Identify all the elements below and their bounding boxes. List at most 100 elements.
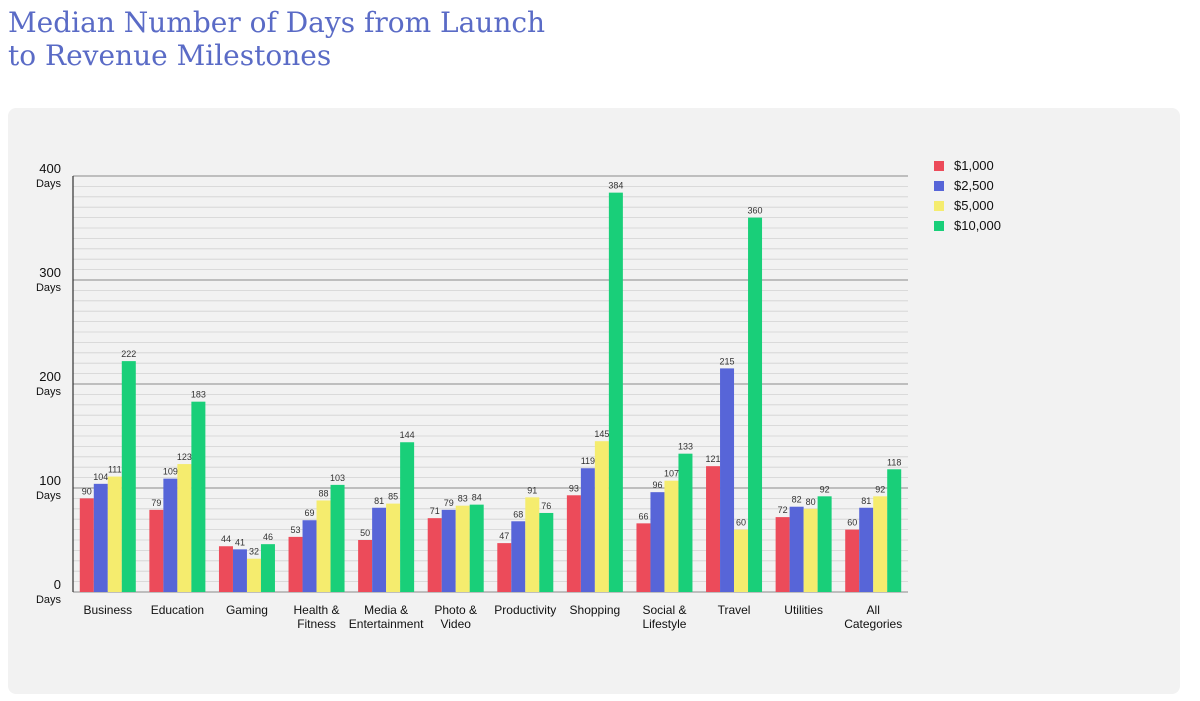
- bar: [427, 518, 442, 592]
- legend-label: $5,000: [954, 198, 994, 213]
- y-tick-unit: Days: [36, 282, 62, 294]
- y-tick-unit: Days: [36, 490, 62, 502]
- x-tick-label: Media &: [364, 603, 408, 617]
- bar: [803, 508, 818, 592]
- data-label: 111: [108, 465, 122, 475]
- legend-swatch: [934, 161, 944, 171]
- bar: [525, 497, 540, 592]
- y-tick-unit: Days: [36, 594, 62, 606]
- x-tick-label: All: [867, 603, 880, 617]
- bar: [539, 512, 554, 592]
- data-label: 121: [706, 454, 721, 464]
- bar: [594, 441, 609, 592]
- legend-label: $2,500: [954, 178, 994, 193]
- data-label: 84: [472, 493, 482, 503]
- bar: [636, 523, 651, 592]
- data-label: 119: [581, 456, 595, 466]
- data-label: 123: [177, 452, 192, 462]
- data-label: 107: [664, 469, 679, 479]
- bar: [260, 544, 275, 592]
- bar: [678, 453, 693, 592]
- x-tick-label: Travel: [718, 603, 751, 617]
- data-label: 69: [305, 508, 315, 518]
- data-label: 90: [82, 486, 92, 496]
- legend-swatch: [934, 221, 944, 231]
- legend-swatch: [934, 201, 944, 211]
- x-tick-label: Utilities: [784, 603, 823, 617]
- bar: [163, 478, 178, 592]
- bar: [400, 442, 415, 592]
- bar: [608, 192, 623, 592]
- bar: [372, 507, 387, 592]
- data-label: 79: [151, 498, 161, 508]
- data-label: 85: [388, 492, 398, 502]
- bar: [734, 529, 749, 592]
- data-label: 81: [374, 496, 384, 506]
- data-label: 222: [121, 349, 136, 359]
- bar: [650, 492, 665, 592]
- bar: [566, 495, 581, 592]
- x-tick-label: Social &: [642, 603, 686, 617]
- x-tick-label: Health &: [294, 603, 340, 617]
- bar: [191, 401, 206, 592]
- legend-label: $10,000: [954, 218, 1001, 233]
- chart-title-line-2: to Revenue Milestones: [8, 39, 332, 72]
- bar: [580, 468, 595, 592]
- data-label: 53: [291, 525, 301, 535]
- x-tick-label: Video: [440, 617, 471, 631]
- data-label: 93: [569, 483, 579, 493]
- data-label: 183: [191, 390, 206, 400]
- data-label: 44: [221, 534, 231, 544]
- y-tick-unit: Days: [36, 178, 62, 190]
- x-tick-label: Fitness: [297, 617, 336, 631]
- x-tick-label: Productivity: [494, 603, 556, 617]
- y-tick-label: 0: [54, 577, 61, 592]
- bar: [316, 500, 331, 592]
- data-label: 88: [319, 488, 329, 498]
- data-label: 71: [430, 506, 440, 516]
- data-label: 118: [887, 457, 901, 467]
- bar: [789, 506, 804, 592]
- data-label: 76: [541, 501, 551, 511]
- bar: [93, 483, 108, 592]
- y-tick-label: 400: [39, 161, 61, 176]
- bar: [288, 536, 303, 592]
- legend-swatch: [934, 181, 944, 191]
- y-tick-unit: Days: [36, 386, 62, 398]
- bar: [511, 521, 526, 592]
- bar: [455, 505, 470, 592]
- bar: [79, 498, 94, 592]
- data-label: 81: [861, 496, 871, 506]
- data-label: 96: [652, 480, 662, 490]
- bar: [859, 507, 874, 592]
- bar: [121, 361, 136, 592]
- data-label: 82: [792, 495, 802, 505]
- data-label: 60: [847, 518, 857, 528]
- x-tick-label: Photo &: [434, 603, 477, 617]
- data-label: 68: [513, 509, 523, 519]
- bar: [845, 529, 860, 592]
- bar: [358, 540, 373, 592]
- data-label: 60: [736, 518, 746, 528]
- bar: [873, 496, 888, 592]
- bar: [720, 368, 735, 592]
- y-tick-label: 300: [39, 265, 61, 280]
- chart-title: Median Number of Days from Launch to Rev…: [8, 6, 545, 72]
- bar: [107, 476, 122, 592]
- bar: [246, 558, 261, 592]
- x-tick-label: Education: [151, 603, 204, 617]
- data-label: 103: [330, 473, 345, 483]
- bar: [218, 546, 233, 592]
- bar: [441, 509, 456, 592]
- data-label: 145: [594, 429, 609, 439]
- data-label: 215: [720, 356, 735, 366]
- bar-chart: 0Days100Days200Days300Days400Days9010411…: [36, 158, 1001, 631]
- data-label: 104: [93, 472, 108, 482]
- bar: [386, 503, 401, 592]
- bar: [302, 520, 317, 592]
- bar: [887, 469, 902, 592]
- data-label: 41: [235, 537, 245, 547]
- data-label: 92: [875, 484, 885, 494]
- y-tick-label: 100: [39, 473, 61, 488]
- bar: [232, 549, 247, 592]
